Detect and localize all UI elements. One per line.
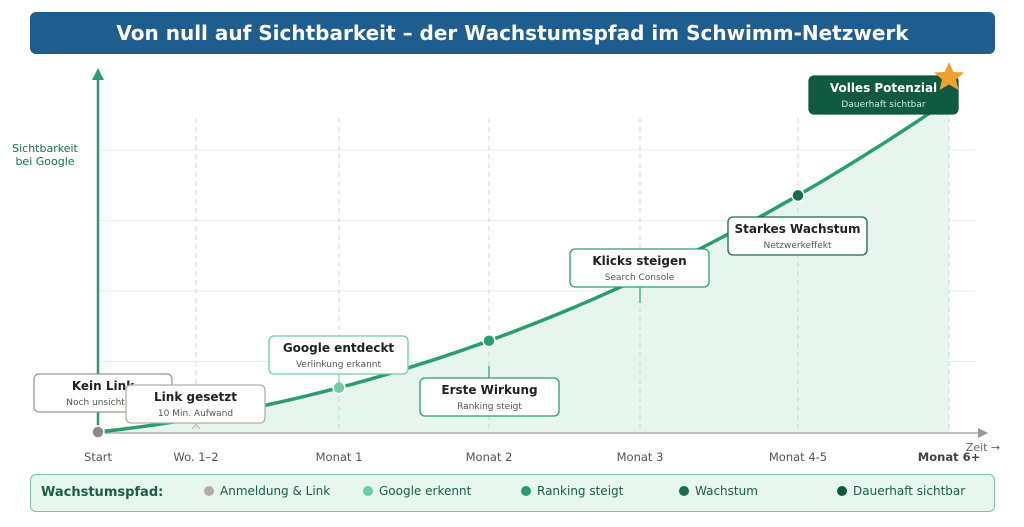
legend-item-label: Anmeldung & Link [220,484,331,498]
data-point [482,334,496,348]
callout-box [125,384,266,424]
x-axis-arrow [978,428,988,438]
x-tick-label: Monat 3 [617,450,664,464]
legend-dot-icon [837,486,847,496]
callout-subtitle: Ranking steigt [457,402,522,412]
callout-title: Starkes Wachstum [735,222,861,236]
callout-subtitle: Verlinkung erkannt [296,360,382,370]
legend-item-wachstum: Wachstum [679,484,758,498]
callouts: Kein Link Noch unsichtbar Link gesetzt 10 M… [33,75,959,424]
callout-title: Erste Wirkung [441,383,537,397]
legend-item-dauerhaft: Dauerhaft sichtbar [837,484,965,498]
callout-box [569,248,710,288]
chart-title: Von null auf Sichtbarkeit – der Wachstum… [30,12,995,54]
x-axis-label: Zeit → [966,441,1000,454]
data-point [191,423,201,430]
legend-title: Wachstumspfad: [41,485,164,500]
star-icon [934,62,964,90]
legend-dot-icon [679,486,689,496]
legend-item-label: Dauerhaft sichtbar [853,484,966,498]
x-tick-label: Monat 4-5 [769,450,827,464]
x-tick-label: Monat 6+ [918,450,980,464]
y-axis-arrow [92,68,104,80]
data-point [791,188,805,203]
legend-item-anmeldung: Anmeldung & Link [204,484,330,498]
callout-subtitle: Search Console [605,273,675,283]
data-point [91,425,105,439]
legend: Wachstumspfad: Anmeldung & Link Google e… [30,474,995,512]
legend-item-ranking: Ranking steigt [521,484,623,498]
callout-subtitle: 10 Min. Aufwand [158,409,233,419]
x-tick-label: Monat 1 [316,450,363,464]
x-tick-label: Start [84,450,113,464]
legend-item-google: Google erkennt [363,484,471,498]
callout-box [419,377,560,417]
x-tick-label: Monat 2 [466,450,513,464]
legend-item-label: Ranking steigt [537,484,624,498]
x-tick-label: Wo. 1–2 [173,450,218,464]
legend-item-label: Google erkennt [379,484,472,498]
callout-title: Volles Potenzial [830,81,937,95]
callout-subtitle: Netzwerkeffekt [763,241,831,251]
callout-title: Kein Link [72,379,135,393]
x-tick-labels: Start Wo. 1–2 Monat 1 Monat 2 Monat 3 Monat 4… [84,450,980,464]
y-axis-label-line1: Sichtbarkeit [12,142,78,155]
legend-dot-icon [204,486,214,496]
callout-box [268,335,409,375]
callout-title: Google entdeckt [283,341,395,355]
legend-dot-icon [521,486,531,496]
legend-dot-icon [363,486,373,496]
growth-chart: Sichtbarkeit bei Google Zeit → Start Wo. … [12,62,1000,464]
callout-box [808,75,959,115]
callout-subtitle: Dauerhaft sichtbar [841,100,925,110]
callout-box [727,216,868,256]
y-axis-label-line2: bei Google [15,155,74,168]
callout-subtitle: Noch unsichtbar [66,398,140,408]
callout-title: Link gesetzt [154,390,237,404]
area-fill [98,100,949,432]
callout-title: Klicks steigen [592,254,686,268]
legend-item-label: Wachstum [695,484,758,498]
